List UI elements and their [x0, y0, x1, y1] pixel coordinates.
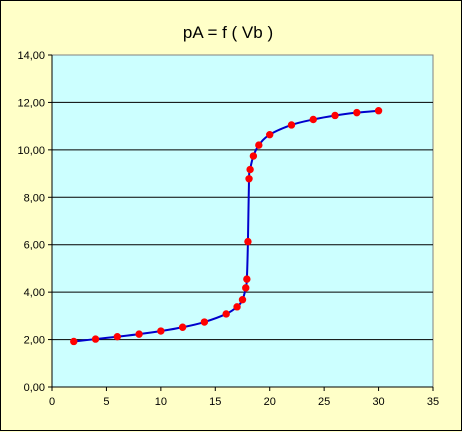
- data-point: [309, 115, 317, 124]
- y-tick-labels: 0,00 2,00 4,00 6,00 8,00 10,00 12,00 14,00: [17, 50, 45, 394]
- data-point: [70, 337, 78, 346]
- data-point: [200, 318, 209, 326]
- data-point: [245, 175, 253, 183]
- data-point: [353, 108, 361, 117]
- data-point: [249, 152, 258, 160]
- x-tick-label: 0: [49, 396, 55, 408]
- data-point: [113, 333, 122, 341]
- data-point: [374, 107, 383, 115]
- data-point: [244, 237, 252, 246]
- y-tick-label: 2,00: [24, 335, 45, 347]
- data-point: [242, 284, 250, 292]
- y-tick-label: 12,00: [17, 97, 45, 109]
- x-tick-label: 30: [372, 396, 384, 408]
- x-tick-label: 5: [103, 396, 109, 408]
- data-points: [70, 107, 383, 346]
- y-tick-label: 4,00: [24, 287, 45, 299]
- data-point: [255, 141, 263, 149]
- data-point: [233, 303, 241, 311]
- chart-title: pA = f ( Vb ): [183, 23, 273, 42]
- data-point: [331, 111, 339, 120]
- data-point: [91, 335, 100, 343]
- y-tick-label: 14,00: [17, 50, 45, 62]
- x-tick-label: 25: [318, 396, 330, 408]
- x-tick-label: 20: [264, 396, 276, 408]
- data-point: [238, 296, 247, 304]
- data-point: [243, 275, 251, 283]
- x-tick-label: 10: [155, 396, 167, 408]
- data-point: [266, 130, 274, 139]
- x-tick-label: 15: [209, 396, 221, 408]
- plot-area: [51, 54, 434, 388]
- data-point: [246, 165, 254, 174]
- data-point: [287, 121, 296, 129]
- axes: [48, 54, 434, 391]
- y-tick-label: 0,00: [24, 382, 45, 394]
- x-tick-labels: 0 5 10 15 20 25 30 35: [49, 396, 439, 408]
- y-tick-label: 10,00: [17, 145, 45, 157]
- data-point: [178, 323, 187, 331]
- data-point: [222, 310, 230, 318]
- y-tick-label: 8,00: [24, 192, 45, 204]
- data-point: [157, 327, 165, 335]
- data-point: [135, 330, 143, 338]
- y-tick-label: 6,00: [24, 240, 45, 252]
- x-tick-label: 35: [427, 396, 439, 408]
